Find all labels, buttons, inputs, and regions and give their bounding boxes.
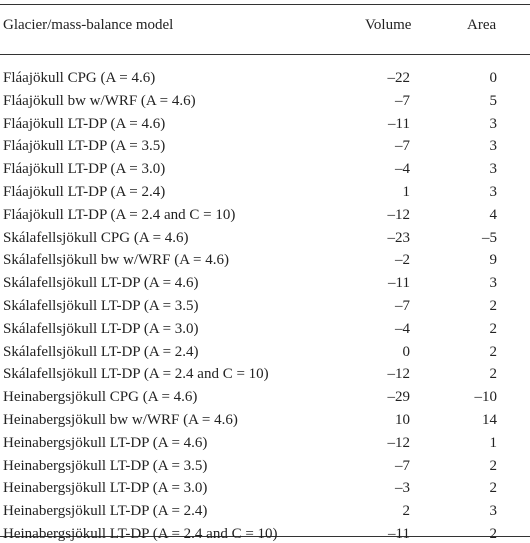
value-cell: –29 bbox=[387, 389, 411, 406]
value-cell: 1 bbox=[489, 434, 498, 451]
model-cell: Fláajökull CPG (A = 4.6) bbox=[3, 70, 156, 86]
value-cell: 5 bbox=[489, 92, 498, 109]
model-cell: Skálafellsjökull LT-DP (A = 2.4) bbox=[3, 343, 199, 360]
header-rule bbox=[0, 54, 530, 55]
value-cell: 1 bbox=[402, 184, 411, 200]
value-cell: 9 bbox=[489, 252, 498, 269]
value-cell: –11 bbox=[388, 526, 410, 542]
value-cell: 14 bbox=[482, 412, 497, 428]
value-cell: 2 bbox=[489, 366, 498, 383]
value-cell: –12 bbox=[387, 366, 411, 383]
value-cell: 0 bbox=[402, 343, 411, 360]
model-cell: Heinabergsjökull CPG (A = 4.6) bbox=[3, 389, 198, 406]
value-cell: 2 bbox=[489, 480, 498, 497]
model-cell: Skálafellsjökull bw w/WRF (A = 4.6) bbox=[3, 252, 229, 269]
value-cell: –10 bbox=[474, 389, 498, 406]
model-cell: Fláajökull LT-DP (A = 2.4) bbox=[3, 184, 166, 200]
value-cell: 3 bbox=[489, 138, 498, 155]
value-cell: 2 bbox=[489, 320, 498, 337]
header-cell: Volume bbox=[365, 17, 412, 33]
value-cell: 3 bbox=[489, 503, 498, 520]
value-cell: –12 bbox=[387, 206, 411, 223]
value-cell: –7 bbox=[395, 138, 410, 155]
model-cell: Skálafellsjökull CPG (A = 4.6) bbox=[3, 229, 189, 246]
model-cell: Heinabergsjökull LT-DP (A = 2.4) bbox=[3, 503, 208, 520]
model-cell: Fláajökull bw w/WRF (A = 4.6) bbox=[3, 92, 196, 109]
model-cell: Skálafellsjökull LT-DP (A = 4.6) bbox=[3, 275, 199, 292]
value-cell: 2 bbox=[489, 457, 498, 474]
value-cell: –4 bbox=[395, 320, 410, 337]
value-cell: –4 bbox=[395, 161, 410, 178]
model-cell: Fláajökull LT-DP (A = 4.6) bbox=[3, 115, 166, 132]
model-cell: Fláajökull LT-DP (A = 2.4 and C = 10) bbox=[3, 206, 236, 223]
value-cell: –23 bbox=[387, 229, 411, 246]
value-cell: 2 bbox=[489, 526, 498, 542]
value-cell: 2 bbox=[489, 298, 498, 314]
top-rule bbox=[0, 4, 530, 5]
value-cell: –2 bbox=[395, 252, 410, 269]
model-cell: Heinabergsjökull LT-DP (A = 3.5) bbox=[3, 457, 208, 474]
model-cell: Skálafellsjökull LT-DP (A = 2.4 and C = … bbox=[3, 366, 269, 383]
model-cell: Heinabergsjökull LT-DP (A = 3.0) bbox=[3, 480, 208, 497]
value-cell: –3 bbox=[395, 480, 410, 497]
value-cell: 2 bbox=[489, 343, 498, 360]
value-cell: 3 bbox=[489, 161, 498, 178]
value-cell: –11 bbox=[388, 275, 410, 292]
model-cell: Fláajökull LT-DP (A = 3.0) bbox=[3, 161, 166, 178]
bottom-rule bbox=[0, 536, 530, 537]
model-cell: Heinabergsjökull LT-DP (A = 2.4 and C = … bbox=[3, 526, 278, 542]
value-cell: 4 bbox=[489, 206, 498, 223]
value-cell: 3 bbox=[489, 115, 498, 132]
header-cell: Area bbox=[467, 17, 497, 33]
value-cell: 2 bbox=[402, 503, 411, 520]
model-cell: Heinabergsjökull LT-DP (A = 4.6) bbox=[3, 434, 208, 451]
value-cell: –5 bbox=[482, 229, 497, 246]
model-cell: Skálafellsjökull LT-DP (A = 3.0) bbox=[3, 320, 199, 337]
model-cell: Fláajökull LT-DP (A = 3.5) bbox=[3, 138, 166, 155]
header-cell: Glacier/mass-balance model bbox=[3, 17, 174, 33]
value-cell: –7 bbox=[395, 457, 410, 474]
value-cell: –12 bbox=[387, 434, 411, 451]
value-cell: –11 bbox=[388, 115, 410, 132]
value-cell: –22 bbox=[387, 70, 411, 86]
value-cell: 3 bbox=[489, 275, 498, 292]
value-cell: –7 bbox=[395, 92, 410, 109]
value-cell: 10 bbox=[395, 412, 410, 428]
value-cell: –7 bbox=[395, 298, 410, 314]
model-cell: Skálafellsjökull LT-DP (A = 3.5) bbox=[3, 298, 199, 314]
value-cell: 3 bbox=[489, 184, 498, 200]
value-cell: 0 bbox=[489, 70, 498, 86]
model-cell: Heinabergsjökull bw w/WRF (A = 4.6) bbox=[3, 412, 238, 428]
